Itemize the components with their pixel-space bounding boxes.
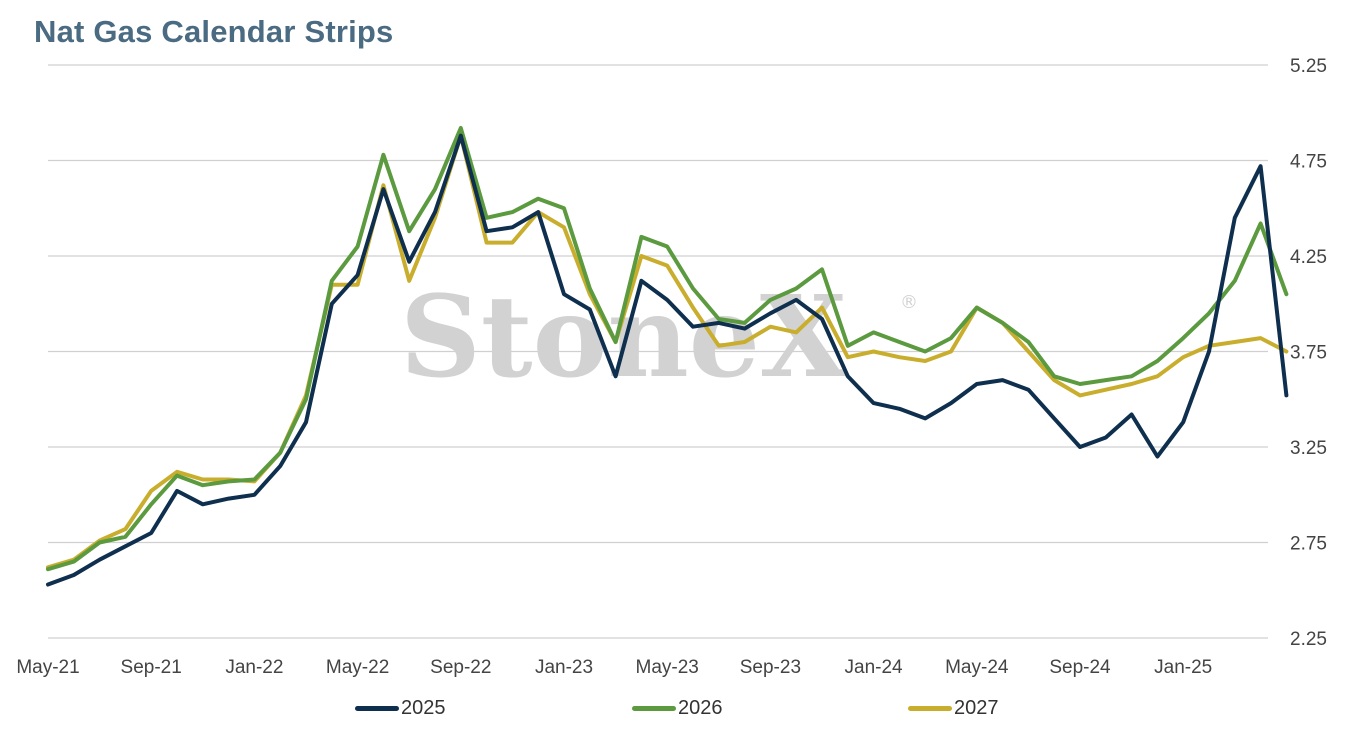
legend-item-2026: 2026 xyxy=(632,696,723,720)
x-tick-label: Jan-24 xyxy=(845,657,904,678)
legend-label-2027: 2027 xyxy=(954,696,999,719)
x-tick-label: Sep-24 xyxy=(1049,657,1111,678)
x-axis-ticks: May-21 Sep-21 Jan-22 May-22 Sep-22 Jan-23 May-… xyxy=(16,657,1212,678)
x-tick-label: Jan-22 xyxy=(225,657,283,678)
x-tick-label: May-24 xyxy=(945,657,1009,678)
watermark-registered-mark: ® xyxy=(900,292,918,313)
series-line-2026 xyxy=(46,126,1289,572)
x-tick-label: Sep-22 xyxy=(430,657,491,678)
grid-lines xyxy=(48,64,1268,639)
x-tick-label: Sep-23 xyxy=(740,657,801,678)
watermark-text: StoneX xyxy=(400,272,847,403)
y-tick-label: 5.25 xyxy=(1290,56,1327,77)
legend-swatch-2025 xyxy=(355,705,399,711)
x-tick-label: Jan-25 xyxy=(1154,657,1212,678)
legend-swatch-2027 xyxy=(908,705,952,711)
watermark: StoneX ® xyxy=(400,272,918,403)
y-tick-label: 2.75 xyxy=(1290,534,1327,555)
y-tick-label: 3.25 xyxy=(1290,438,1327,459)
x-tick-label: Sep-21 xyxy=(121,657,182,678)
legend-item-2027: 2027 xyxy=(908,696,999,720)
y-tick-label: 4.25 xyxy=(1290,247,1327,268)
line-chart: StoneX ® 5.25 4.75 4.25 3.75 3.25 2.75 2.25 Ma… xyxy=(16,56,1327,678)
x-tick-label: May-21 xyxy=(16,657,79,678)
y-tick-label: 4.75 xyxy=(1290,152,1327,173)
series-line-2025 xyxy=(46,133,1289,587)
legend-label-2025: 2025 xyxy=(401,696,446,719)
y-tick-label: 3.75 xyxy=(1290,343,1327,364)
x-tick-label: May-23 xyxy=(636,657,699,678)
legend-swatch-2026 xyxy=(632,705,676,711)
legend-label-2026: 2026 xyxy=(678,696,723,719)
x-tick-label: Jan-23 xyxy=(535,657,593,678)
series-lines xyxy=(46,126,1289,587)
y-axis-ticks: 5.25 4.75 4.25 3.75 3.25 2.75 2.25 xyxy=(1290,56,1327,650)
y-tick-label: 2.25 xyxy=(1290,629,1327,650)
x-tick-label: May-22 xyxy=(326,657,389,678)
legend-item-2025: 2025 xyxy=(355,696,446,720)
chart-title: Nat Gas Calendar Strips xyxy=(34,14,394,49)
